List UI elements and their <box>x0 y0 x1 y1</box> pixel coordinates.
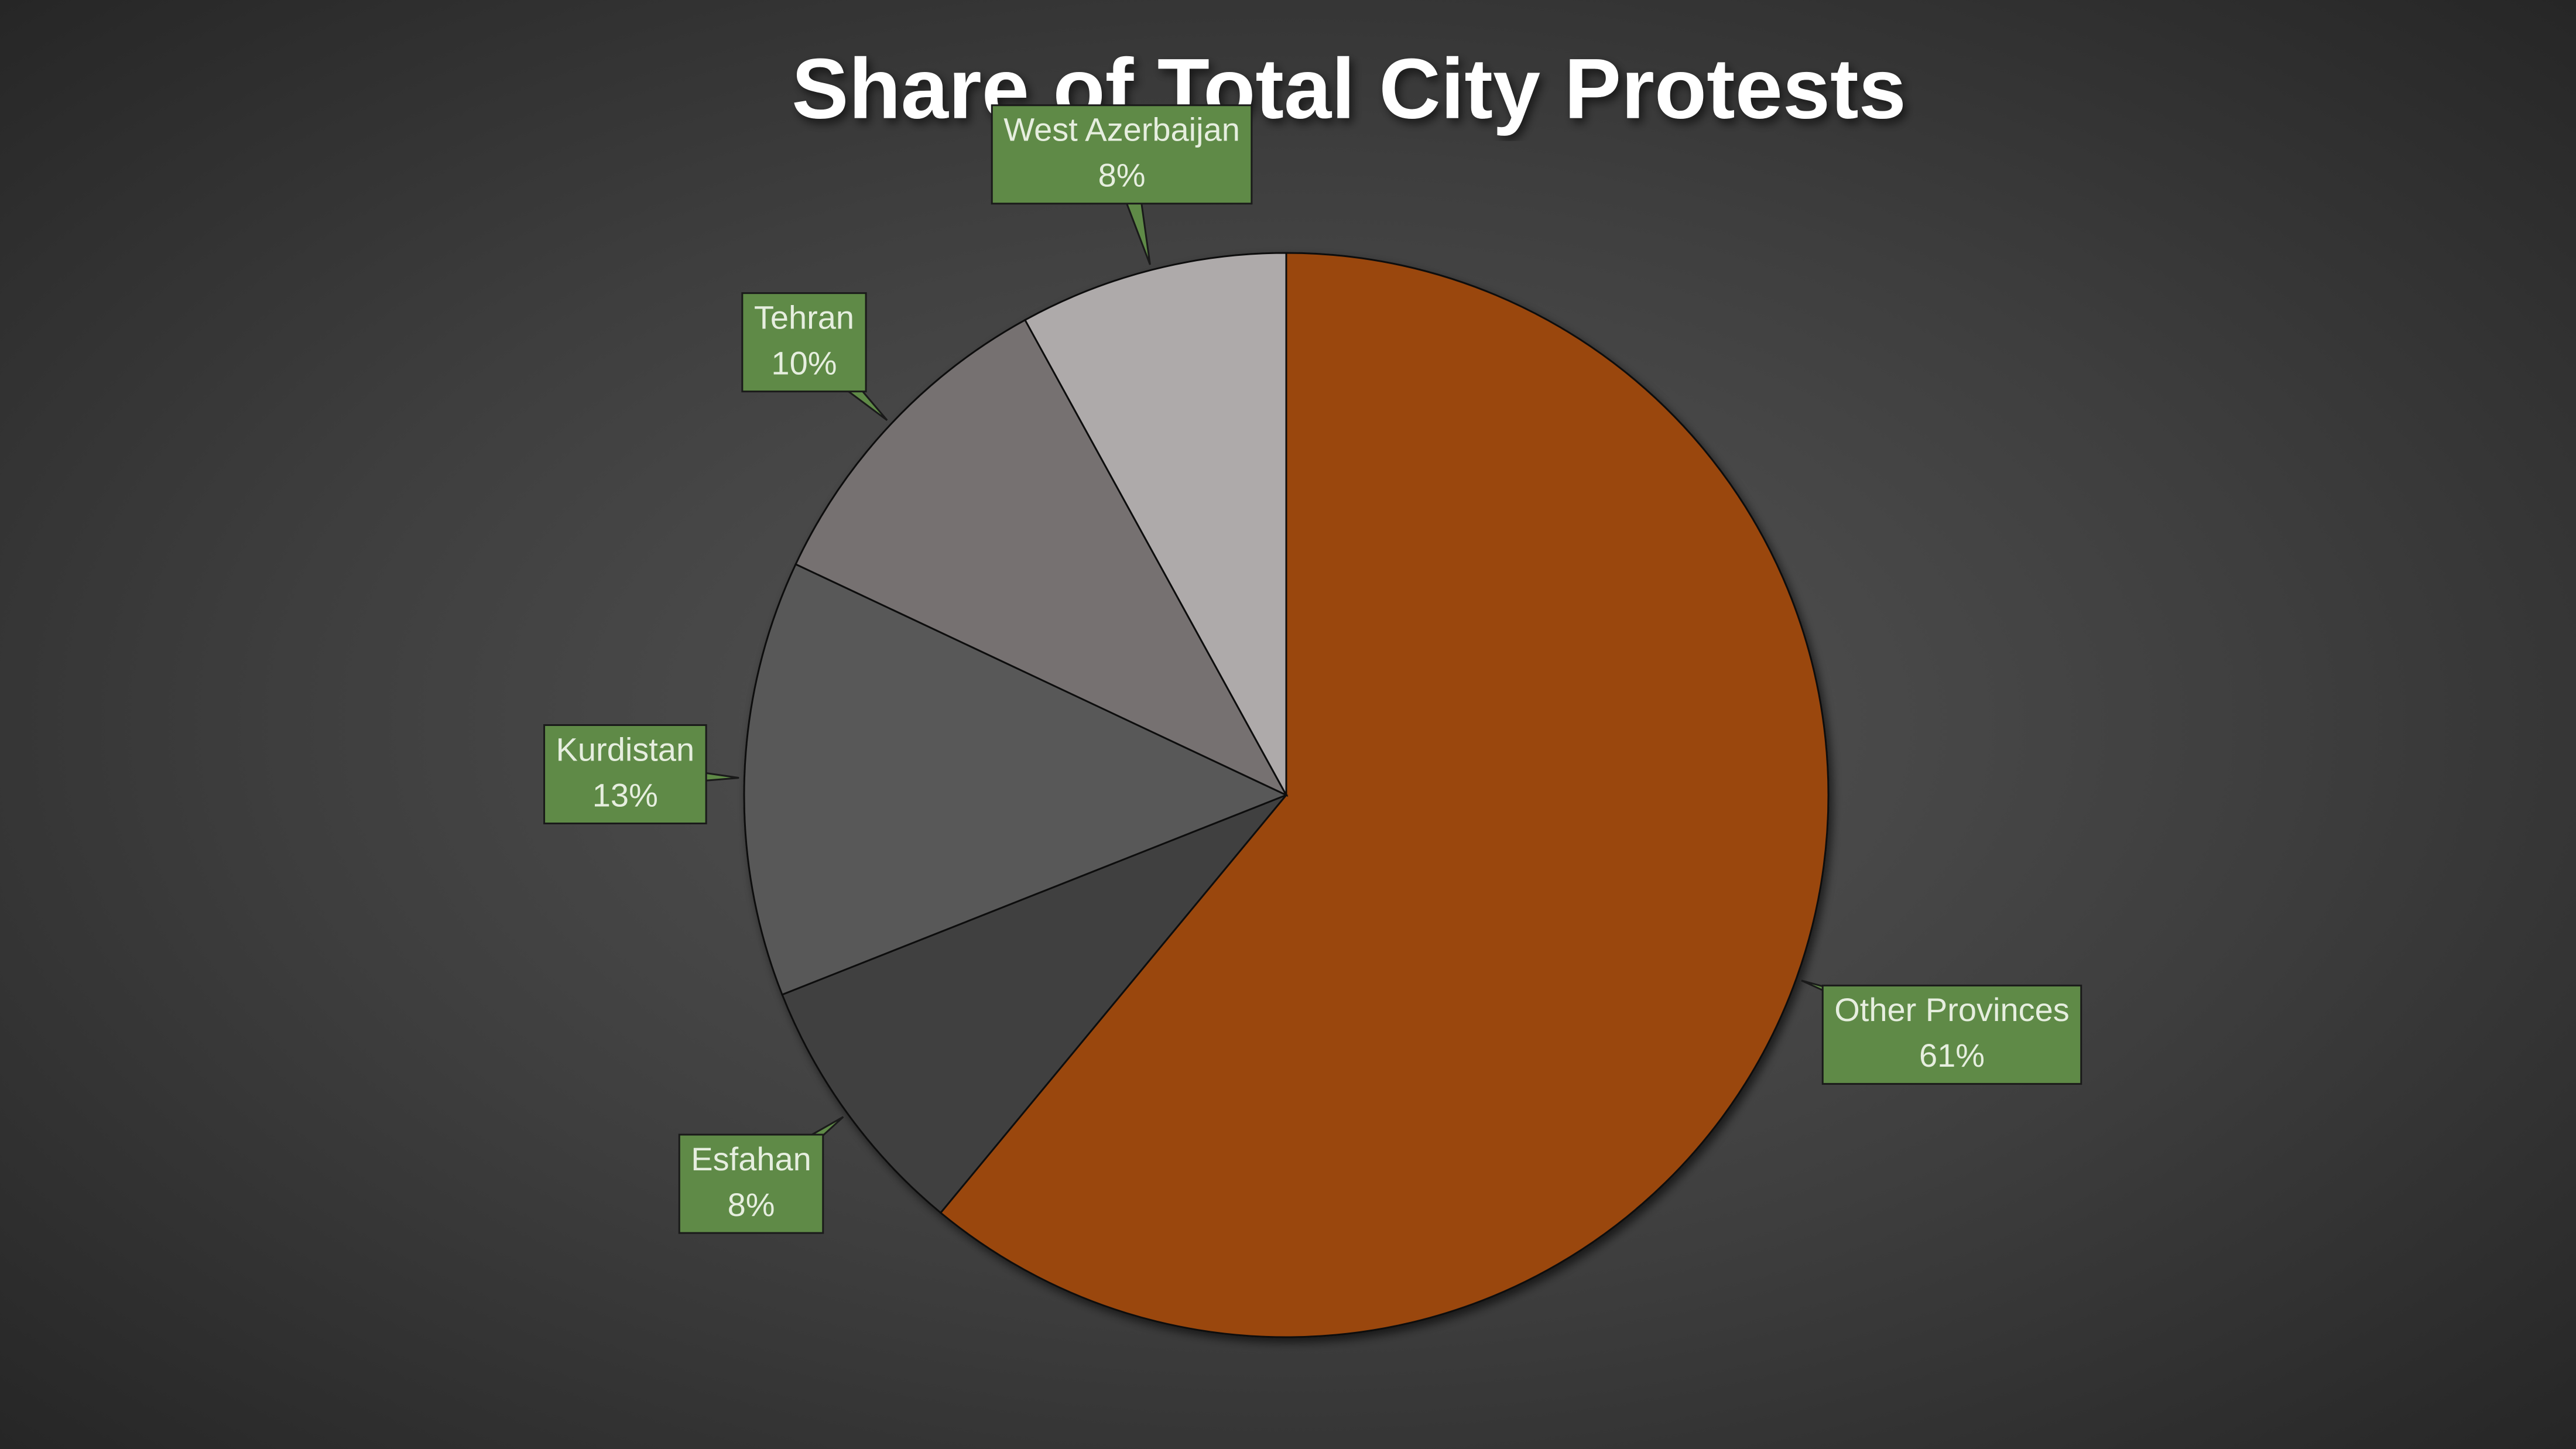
label-box <box>678 1133 824 1234</box>
pie-slice <box>1023 252 1287 796</box>
label-category: Esfahan <box>691 1140 811 1177</box>
data-label: West Azerbaijan 8% <box>991 104 1253 265</box>
data-label: Esfahan 8% <box>678 1116 844 1234</box>
label-box <box>991 104 1253 205</box>
label-box <box>543 724 707 825</box>
data-label: Other Provinces 61% <box>1801 979 2082 1085</box>
label-value: 61% <box>1919 1037 1985 1074</box>
label-box <box>741 292 867 393</box>
label-value: 13% <box>592 776 658 813</box>
label-category: Kurdistan <box>556 731 695 768</box>
pie-slice <box>781 794 1287 1214</box>
pie-slice <box>939 252 1830 1338</box>
label-category: Tehran <box>754 299 854 335</box>
pie-slice <box>743 563 1289 996</box>
data-labels: Other Provinces 61% Esfahan 8% Kurdistan 13% T… <box>543 104 2082 1234</box>
label-value: 8% <box>1098 157 1146 194</box>
label-value: 10% <box>771 344 837 381</box>
label-category: West Azerbaijan <box>1003 111 1240 148</box>
label-value: 8% <box>728 1186 775 1223</box>
data-label: Tehran 10% <box>741 292 888 421</box>
pie <box>743 252 1830 1338</box>
chart-title: Share of Total City Protests <box>792 41 1906 136</box>
data-label: Kurdistan 13% <box>543 724 739 825</box>
label-box <box>1821 984 2082 1085</box>
label-category: Other Provinces <box>1834 991 2070 1028</box>
pie-slice <box>794 318 1289 797</box>
